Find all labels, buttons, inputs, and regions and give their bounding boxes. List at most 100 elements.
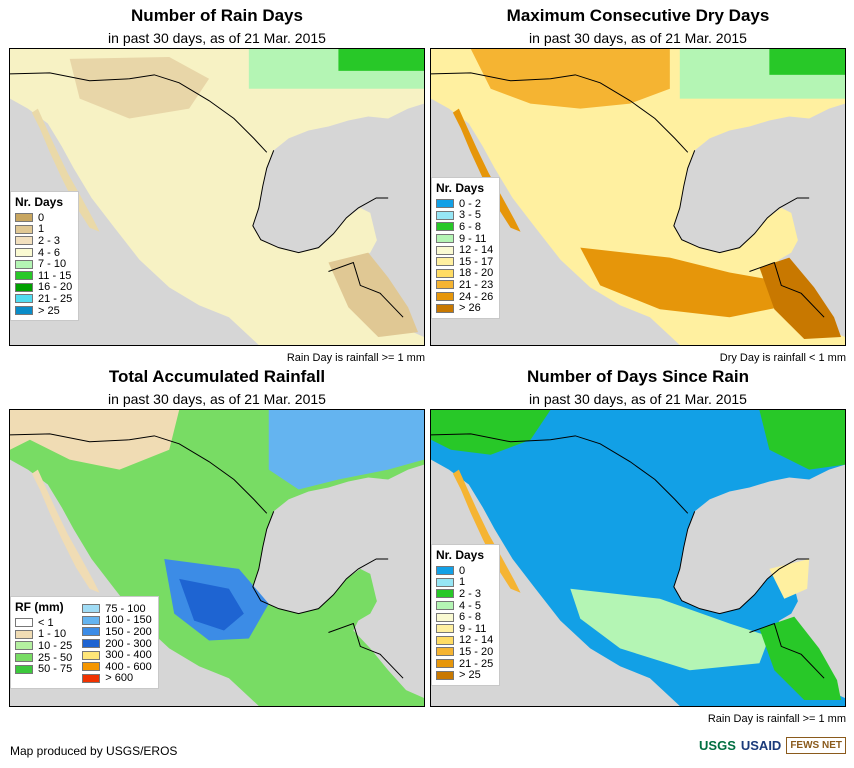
panel-total-rainfall: Total Accumulated Rainfall in past 30 da… xyxy=(9,367,425,707)
legend-row: 10 - 25 xyxy=(15,640,72,652)
legend-label: 25 - 50 xyxy=(38,651,73,664)
baja-peninsula xyxy=(31,108,100,232)
legend-label: > 600 xyxy=(105,672,134,685)
legend-row: 50 - 75 xyxy=(15,663,72,675)
light-region-south xyxy=(570,588,770,671)
legend-swatch xyxy=(82,673,101,683)
legend-swatch xyxy=(15,236,33,246)
dry-region-central-america xyxy=(759,616,842,701)
legend-label: 21 - 25 xyxy=(459,657,494,670)
coastline xyxy=(673,150,810,254)
legend-swatch xyxy=(436,268,454,278)
legend-row: 75 - 100 xyxy=(82,603,151,615)
legend-swatch xyxy=(82,662,101,672)
legend-row: > 600 xyxy=(82,672,151,685)
gulf-of-mexico xyxy=(252,489,424,639)
legend-swatch xyxy=(436,566,454,576)
credit-text: Map produced by USGS/EROS xyxy=(10,744,178,758)
legend-swatch xyxy=(436,210,454,220)
fews-net-logo: FEWS NET xyxy=(786,737,846,754)
legend-label: 15 - 20 xyxy=(459,645,494,658)
gulf-of-mexico xyxy=(252,128,424,278)
legend-row: 7 - 10 xyxy=(15,258,72,270)
legend-label: 18 - 20 xyxy=(459,267,494,280)
map-canvas xyxy=(431,49,845,345)
legend-label: 200 - 300 xyxy=(105,637,152,650)
legend-row: > 26 xyxy=(436,302,493,314)
legend-swatch xyxy=(436,624,454,634)
legend-swatch xyxy=(15,213,33,223)
legend-label: 0 xyxy=(38,211,45,224)
legend-label: 0 - 2 xyxy=(459,197,482,210)
legend-row: 4 - 5 xyxy=(436,600,493,612)
legend-row: 9 - 11 xyxy=(436,233,493,245)
legend-row: 6 - 8 xyxy=(436,611,493,623)
legend-swatch xyxy=(15,282,33,292)
panel-rain-days: Number of Rain Days in past 30 days, as … xyxy=(9,6,425,364)
legend-row: 1 xyxy=(436,576,493,588)
legend-label: 1 xyxy=(38,223,45,236)
baja-peninsula xyxy=(452,469,521,593)
panel-title: Total Accumulated Rainfall xyxy=(108,367,326,386)
panel-subtitle: in past 30 days, as of 21 Mar. 2015 xyxy=(108,30,326,46)
panel-days-since-rain: Number of Days Since Rain in past 30 day… xyxy=(430,367,846,725)
legend-swatch xyxy=(436,234,454,244)
legend-label: 400 - 600 xyxy=(105,660,152,673)
legend-swatch xyxy=(15,224,33,234)
legend-label: 100 - 150 xyxy=(105,614,152,627)
legend-swatch xyxy=(15,664,33,674)
coastline xyxy=(673,511,810,615)
legend-row: 100 - 150 xyxy=(82,614,152,627)
legend-swatch xyxy=(436,670,454,680)
panel-subtitle: in past 30 days, as of 21 Mar. 2015 xyxy=(529,391,747,407)
legend-swatch xyxy=(436,647,454,657)
panel-title: Number of Days Since Rain xyxy=(526,367,749,386)
legend-title: Nr. Days xyxy=(15,195,64,209)
map-canvas xyxy=(431,410,845,706)
legend-label: 7 - 10 xyxy=(38,258,67,271)
legend-row: 300 - 400 xyxy=(82,649,152,661)
legend-row: 12 - 14 xyxy=(436,634,493,646)
legend-row: 400 - 600 xyxy=(82,660,152,673)
coastline xyxy=(252,150,389,254)
legend-row: 2 - 3 xyxy=(15,235,72,247)
legend-row: > 25 xyxy=(15,305,72,317)
legend-swatch xyxy=(15,641,33,651)
legend-row: 4 - 6 xyxy=(15,247,72,259)
legend-row: 0 - 2 xyxy=(436,198,493,210)
legend-row: 0 xyxy=(15,212,72,224)
legend-swatch xyxy=(15,259,33,269)
dry-region-central-america xyxy=(328,252,419,338)
legend-row: > 25 xyxy=(436,669,493,681)
panel-note: Dry Day is rainfall < 1 mm xyxy=(719,352,846,364)
legend-swatch xyxy=(436,589,454,599)
legend-row: 9 - 11 xyxy=(436,623,493,635)
legend-items-right: 75 - 100 100 - 150 150 - 200 200 - 300 300 -… xyxy=(82,603,152,685)
wettest-region-central xyxy=(179,578,244,631)
legend-label: 4 - 6 xyxy=(38,246,61,259)
legend-swatch xyxy=(436,601,454,611)
wet-region-northeast xyxy=(338,49,424,71)
legend-label: > 26 xyxy=(459,302,481,315)
legend-swatch xyxy=(436,303,454,313)
legend-row: 16 - 20 xyxy=(15,281,72,293)
legend-title: RF (mm) xyxy=(15,600,64,614)
land-mass xyxy=(431,49,845,345)
legend-row: 12 - 14 xyxy=(436,244,493,256)
legend-label: 6 - 8 xyxy=(459,611,482,624)
legend-label: 2 - 3 xyxy=(38,234,61,247)
gulf-of-mexico xyxy=(673,489,845,639)
legend-label: 12 - 14 xyxy=(459,244,494,257)
panel-note: Rain Day is rainfall >= 1 mm xyxy=(707,713,846,725)
legend-row: 24 - 26 xyxy=(436,291,493,303)
dry-region-central-america xyxy=(759,257,842,340)
legend-swatch xyxy=(436,245,454,255)
legend-label: 2 - 3 xyxy=(459,587,482,600)
wet-region-northeast xyxy=(769,49,845,75)
legend-label: 3 - 5 xyxy=(459,209,482,222)
